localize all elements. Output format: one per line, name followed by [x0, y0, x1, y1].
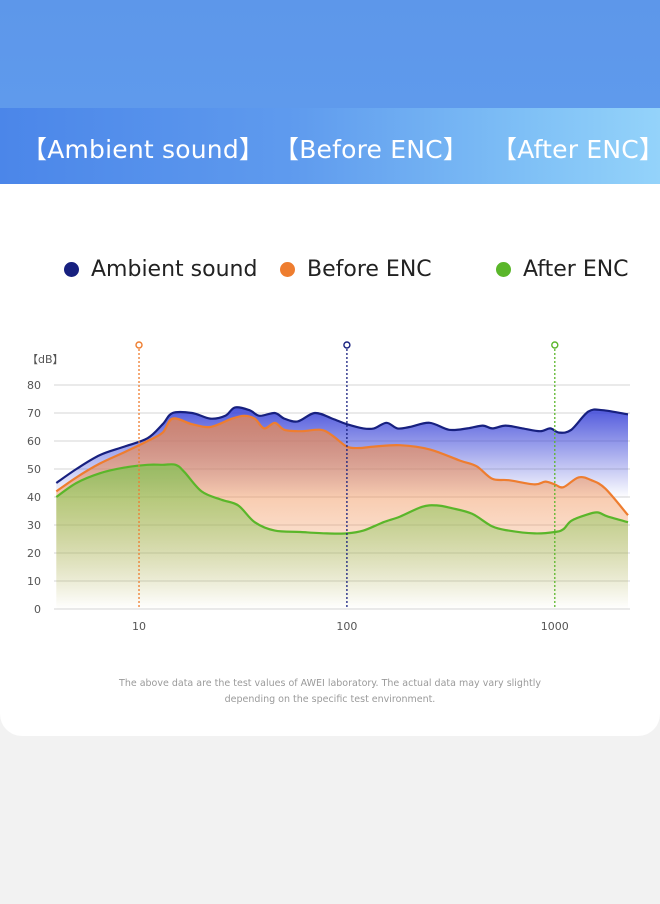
series-line-after [55, 463, 629, 535]
tab-ambient-sound[interactable]: 【Ambient sound】 [22, 135, 265, 164]
legend-label-after: After ENC [523, 256, 629, 282]
legend-dot-ambient [64, 261, 79, 277]
marker-dot-ambient [343, 341, 351, 349]
y-tick-label: 0 [34, 603, 41, 616]
y-tick-label: 40 [27, 491, 41, 504]
legend-item-before: Before ENC [280, 254, 432, 284]
series-line-ambient [55, 406, 629, 484]
marker-dot-after [551, 341, 559, 349]
legend-dot-after [496, 261, 511, 277]
area-fill-after [56, 464, 629, 609]
tab-before-enc[interactable]: 【Before ENC】 [274, 135, 469, 164]
series-line-before [55, 414, 629, 516]
x-tick-label: 1000 [541, 620, 569, 633]
legend-dot-before [280, 261, 295, 277]
disclaimer-line-2: depending on the specific test environme… [224, 694, 436, 705]
disclaimer-note: The above data are the test values of AW… [0, 676, 660, 708]
y-tick-label: 10 [27, 575, 41, 588]
marker-dot-before [135, 341, 143, 349]
y-tick-label: 60 [27, 435, 41, 448]
disclaimer-line-1: The above data are the test values of AW… [119, 678, 541, 689]
tab-bar: 【Ambient sound】 【Before ENC】 【After ENC】 [0, 108, 660, 184]
legend-label-ambient: Ambient sound [91, 256, 258, 282]
x-tick-label: 10 [132, 620, 146, 633]
tab-after-enc[interactable]: 【After ENC】 [492, 135, 660, 164]
x-tick-label: 100 [336, 620, 357, 633]
y-tick-label: 30 [27, 519, 41, 532]
noise-chart: 【dB】 0 10 20 30 40 50 60 70 80 10 100 1000 [27, 341, 630, 633]
legend-item-ambient: Ambient sound [64, 254, 257, 284]
y-axis-label: 【dB】 [27, 353, 64, 366]
y-tick-label: 20 [27, 547, 41, 560]
y-tick-label: 70 [27, 407, 41, 420]
legend-item-after: After ENC [496, 254, 629, 284]
y-tick-label: 80 [27, 379, 41, 392]
y-tick-label: 50 [27, 463, 41, 476]
legend-label-before: Before ENC [307, 256, 432, 282]
top-banner [0, 0, 660, 108]
